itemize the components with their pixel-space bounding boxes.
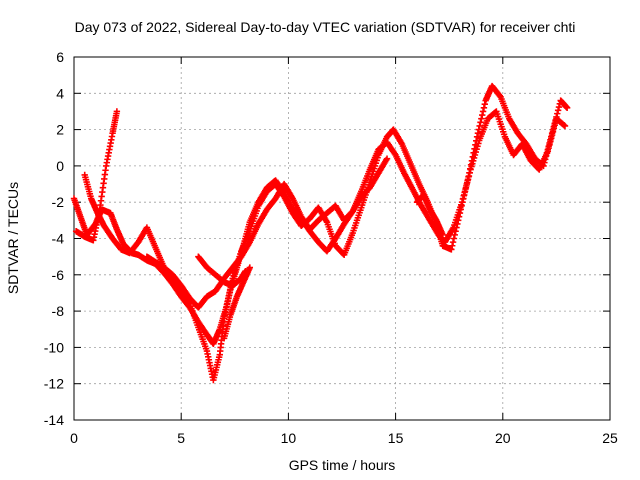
data-point <box>545 144 552 152</box>
y-tick-label: -2 <box>52 194 65 210</box>
y-tick-label: 0 <box>56 158 64 174</box>
data-point <box>458 199 466 206</box>
data-point <box>480 104 488 112</box>
data-series-5 <box>220 264 254 342</box>
data-point <box>547 138 554 145</box>
grid <box>74 57 610 420</box>
y-tick-label: -4 <box>52 231 65 247</box>
data-point <box>477 119 484 126</box>
data-series-1 <box>72 108 121 244</box>
x-tick-label: 5 <box>177 430 185 446</box>
data-point <box>463 182 470 190</box>
y-tick-label: 2 <box>56 122 64 138</box>
data-point <box>496 92 503 100</box>
data-point <box>451 231 458 239</box>
x-ticks: 0 5 10 15 20 25 <box>70 57 618 446</box>
data-point <box>383 155 391 162</box>
data-point <box>479 108 487 115</box>
data-point <box>544 148 552 155</box>
y-axis-label: SDTVAR / TECUs <box>5 182 21 294</box>
y-tick-label: -14 <box>44 412 64 428</box>
data-series-0 <box>70 82 571 347</box>
data-point <box>449 242 456 249</box>
data-point <box>113 108 121 115</box>
x-tick-label: 25 <box>602 430 618 446</box>
data-point <box>481 100 488 108</box>
data-point <box>548 131 556 139</box>
data-point <box>461 189 468 196</box>
y-tick-label: -12 <box>44 376 64 392</box>
data-point <box>448 246 455 253</box>
data-point <box>465 172 473 180</box>
data-point <box>478 115 485 122</box>
y-tick-label: 6 <box>56 49 64 65</box>
x-tick-label: 20 <box>495 430 511 446</box>
data-series-3 <box>143 155 391 311</box>
data-point <box>479 111 486 119</box>
y-ticks: -14 -12 -10 -8 -6 -4 -2 0 2 4 6 <box>44 49 610 428</box>
data-point <box>561 122 569 130</box>
data-point <box>549 128 557 135</box>
y-tick-label: -8 <box>52 303 65 319</box>
data-point <box>555 103 563 111</box>
data-point <box>548 135 555 142</box>
y-tick-label: 4 <box>56 85 64 101</box>
data-point <box>546 141 553 149</box>
x-tick-label: 15 <box>388 430 404 446</box>
data-point <box>459 195 467 203</box>
x-tick-label: 0 <box>70 430 78 446</box>
data-point <box>554 107 562 114</box>
data-point <box>460 192 467 199</box>
data-point <box>476 122 483 130</box>
data-point <box>246 264 254 271</box>
data-point <box>550 125 558 132</box>
data-point <box>450 235 458 242</box>
data-point <box>466 169 473 176</box>
x-axis-label: GPS time / hours <box>289 457 396 473</box>
data-series-6 <box>413 191 446 239</box>
data-point <box>563 104 571 112</box>
data-series <box>70 82 571 384</box>
data-point <box>551 122 558 129</box>
data-point <box>464 179 471 186</box>
y-tick-label: -10 <box>44 339 64 355</box>
y-tick-label: -6 <box>52 267 65 283</box>
data-point <box>439 231 446 239</box>
chart-title: Day 073 of 2022, Sidereal Day-to-day VTE… <box>75 19 576 35</box>
data-series-2 <box>81 108 569 384</box>
data-point <box>464 176 472 183</box>
data-point <box>449 238 457 246</box>
x-tick-label: 10 <box>281 430 297 446</box>
data-point <box>462 185 469 193</box>
data-point <box>554 110 561 117</box>
